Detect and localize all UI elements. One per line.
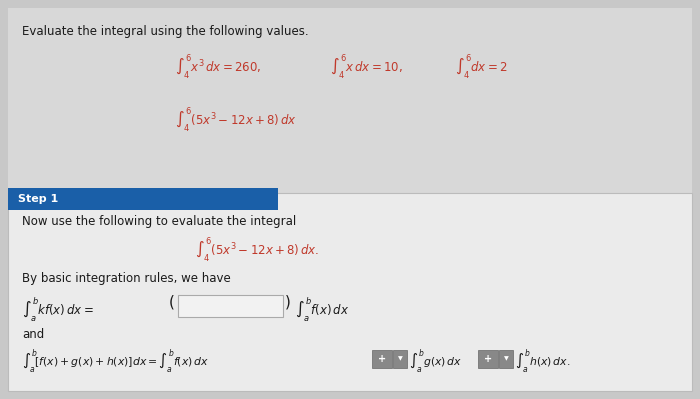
Text: ▼: ▼ <box>398 356 402 361</box>
Text: +: + <box>378 354 386 364</box>
Text: $\int_{a}^{b} kf(x)\,dx =$: $\int_{a}^{b} kf(x)\,dx =$ <box>22 295 94 323</box>
Text: $\int_{4}^{6} (5x^3 - 12x + 8)\,dx.$: $\int_{4}^{6} (5x^3 - 12x + 8)\,dx.$ <box>195 235 319 264</box>
Bar <box>478 350 498 368</box>
Bar <box>8 8 692 193</box>
Bar <box>499 350 513 368</box>
Bar <box>372 350 392 368</box>
Text: $)$: $)$ <box>284 293 290 311</box>
Text: ▼: ▼ <box>503 356 508 361</box>
Text: $($: $($ <box>168 293 175 311</box>
Text: Evaluate the integral using the following values.: Evaluate the integral using the followin… <box>22 25 309 38</box>
Text: $\int_{4}^{6} x^3\,dx = 260,$: $\int_{4}^{6} x^3\,dx = 260,$ <box>175 52 261 81</box>
Text: $\int_{4}^{6} (5x^3 - 12x + 8)\,dx$: $\int_{4}^{6} (5x^3 - 12x + 8)\,dx$ <box>175 105 297 134</box>
Text: $\int_{a}^{b} g(x)\,dx$: $\int_{a}^{b} g(x)\,dx$ <box>409 348 462 376</box>
Text: +: + <box>484 354 492 364</box>
Text: $\int_{a}^{b} f(x)\,dx$: $\int_{a}^{b} f(x)\,dx$ <box>295 295 349 323</box>
Bar <box>8 193 692 391</box>
Bar <box>8 188 278 210</box>
Text: $\int_{4}^{6} x\,dx = 10,$: $\int_{4}^{6} x\,dx = 10,$ <box>330 52 402 81</box>
Text: $\int_{a}^{b}\!\left[f(x) + g(x) + h(x)\right]dx = \int_{a}^{b} f(x)\,dx$: $\int_{a}^{b}\!\left[f(x) + g(x) + h(x)\… <box>22 348 209 376</box>
Text: $\int_{a}^{b} h(x)\,dx.$: $\int_{a}^{b} h(x)\,dx.$ <box>515 348 570 376</box>
Text: $\int_{4}^{6} dx = 2$: $\int_{4}^{6} dx = 2$ <box>455 52 508 81</box>
Text: and: and <box>22 328 44 341</box>
Bar <box>393 350 407 368</box>
Text: Step 1: Step 1 <box>18 194 58 204</box>
Text: By basic integration rules, we have: By basic integration rules, we have <box>22 272 231 285</box>
Bar <box>178 295 283 317</box>
Text: Now use the following to evaluate the integral: Now use the following to evaluate the in… <box>22 215 296 228</box>
